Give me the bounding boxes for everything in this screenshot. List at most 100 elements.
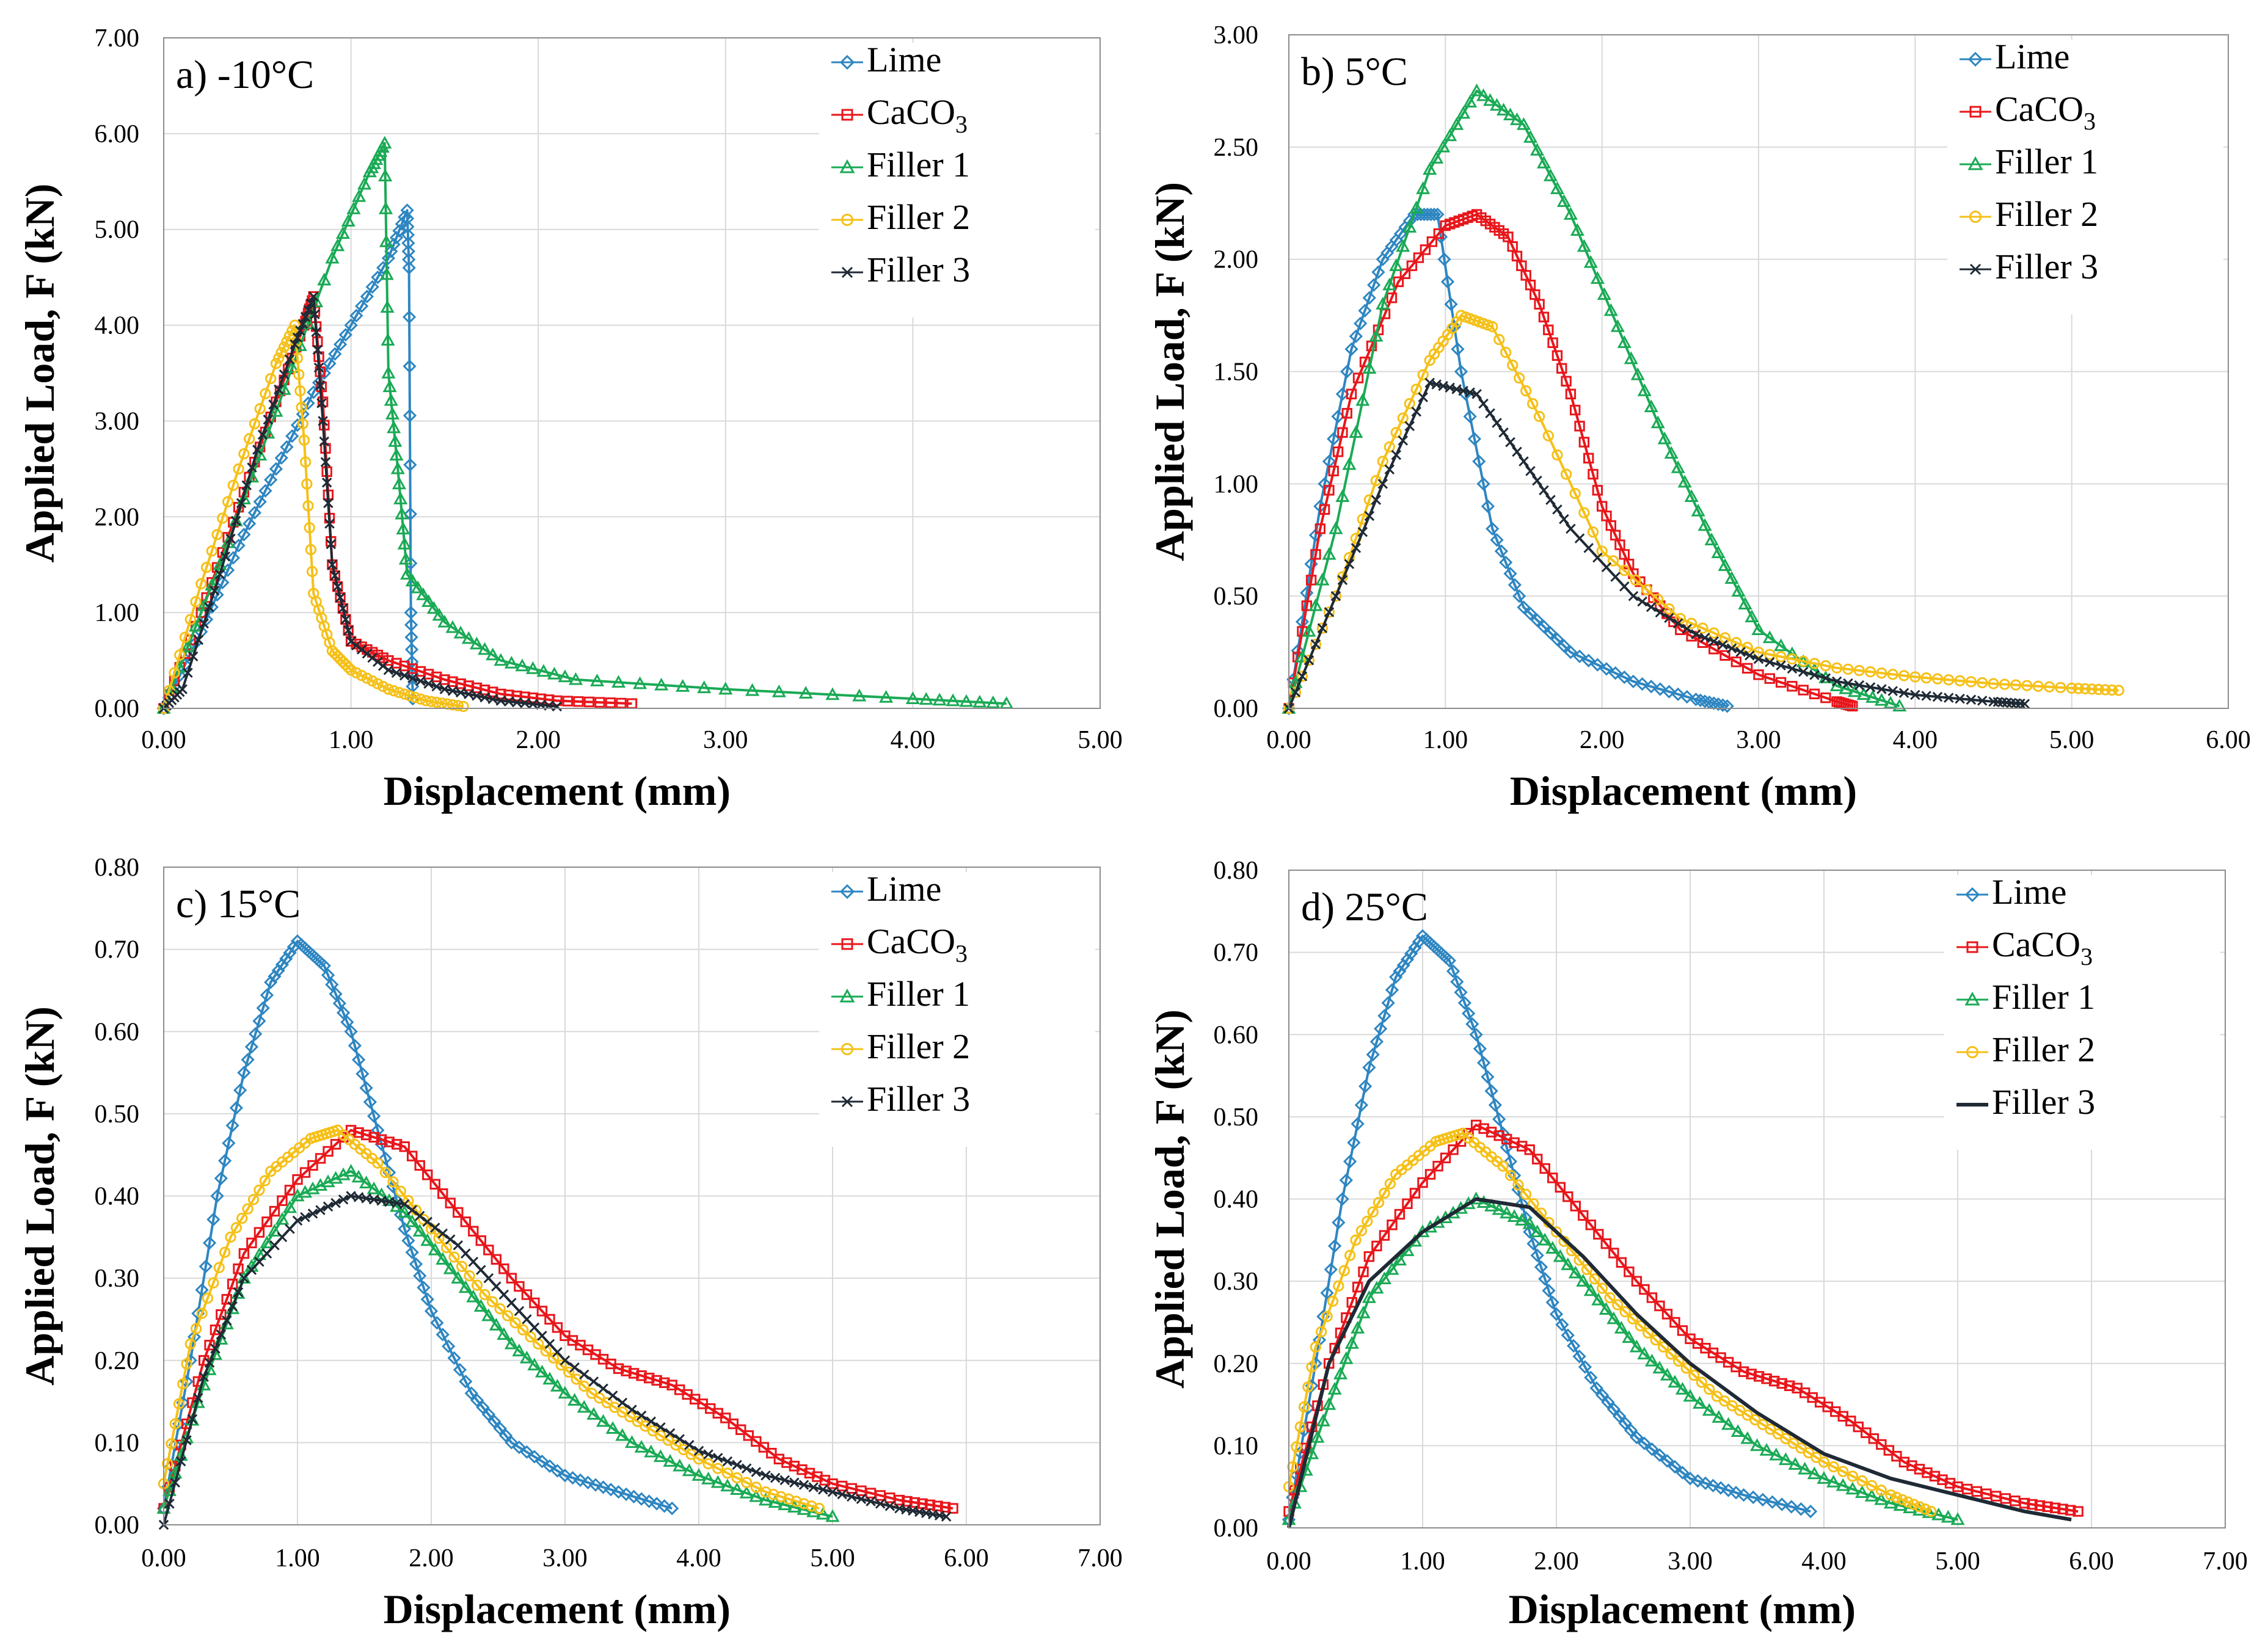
data-point-marker	[798, 1480, 809, 1490]
x-tick-label: 4.00	[1801, 1547, 1847, 1575]
data-point-marker	[307, 1160, 318, 1171]
series-filler-3	[158, 1191, 952, 1530]
data-point-marker	[552, 695, 563, 707]
data-point-marker	[1650, 1334, 1661, 1346]
data-point-marker	[1362, 361, 1377, 374]
data-point-marker	[244, 433, 255, 445]
data-point-marker	[1925, 1505, 1937, 1517]
data-point-marker	[1463, 409, 1477, 424]
data-point-marker	[1337, 427, 1348, 438]
legend-marker	[839, 159, 855, 173]
data-point-marker	[555, 1359, 567, 1371]
data-point-marker	[1538, 311, 1550, 322]
data-point-marker	[249, 1027, 263, 1041]
series-caco3	[158, 1125, 958, 1514]
data-point-marker	[2086, 683, 2098, 695]
data-point-marker	[1645, 1442, 1659, 1456]
data-point-marker	[1371, 265, 1385, 279]
data-point-marker	[727, 1418, 739, 1430]
data-point-marker	[431, 696, 442, 708]
data-point-marker	[1514, 372, 1525, 384]
data-point-marker	[1726, 643, 1737, 654]
data-point-marker	[1635, 1320, 1646, 1332]
data-point-marker	[1708, 627, 1719, 639]
data-point-marker	[421, 594, 436, 607]
data-point-marker	[1646, 601, 1657, 612]
data-point-marker	[399, 670, 410, 681]
data-point-marker	[173, 1398, 185, 1410]
data-point-marker	[1603, 303, 1618, 316]
data-point-marker	[323, 357, 337, 371]
data-point-marker	[1532, 1154, 1543, 1165]
data-point-marker	[393, 686, 405, 699]
legend-item: Lime	[1956, 872, 2066, 912]
data-point-marker	[400, 567, 415, 580]
data-point-marker	[1950, 1512, 1965, 1525]
data-point-marker	[1339, 1351, 1354, 1364]
data-point-marker	[453, 1363, 467, 1377]
data-point-marker	[505, 1436, 519, 1450]
data-point-marker	[1653, 682, 1667, 696]
data-point-marker	[1595, 1388, 1610, 1402]
data-point-marker	[1486, 522, 1500, 536]
data-point-marker	[447, 699, 459, 711]
data-point-marker	[1788, 1457, 1803, 1470]
data-point-marker	[1417, 1177, 1428, 1188]
data-point-marker	[1745, 650, 1755, 661]
data-point-marker	[185, 1412, 200, 1426]
data-point-marker	[479, 1288, 490, 1301]
data-point-marker	[269, 404, 283, 417]
data-point-marker	[348, 1039, 362, 1053]
data-point-marker	[1652, 1448, 1667, 1462]
data-point-marker	[252, 1014, 266, 1028]
series-filler-1	[1282, 1191, 1965, 1525]
data-point-marker	[230, 515, 241, 526]
data-point-marker	[274, 384, 284, 395]
data-point-marker	[365, 280, 379, 294]
data-point-marker	[368, 1132, 379, 1143]
data-point-marker	[277, 1195, 288, 1206]
data-point-marker	[1698, 1476, 1713, 1491]
data-point-marker	[1798, 685, 1809, 696]
y-tick-label: 0.70	[1214, 939, 1259, 967]
data-point-marker	[1943, 692, 1954, 703]
data-point-marker	[751, 1436, 762, 1447]
data-point-marker	[691, 1468, 706, 1481]
data-point-marker	[1570, 404, 1581, 416]
x-axis-title: Displacement (mm)	[1510, 768, 1857, 814]
data-point-marker	[1429, 151, 1444, 164]
data-point-marker	[1317, 623, 1328, 633]
data-point-marker	[285, 429, 299, 443]
data-point-marker	[1746, 1368, 1757, 1379]
data-point-marker	[305, 298, 316, 308]
data-point-marker	[1310, 1341, 1321, 1353]
data-point-marker	[1600, 1238, 1612, 1249]
data-point-marker	[1775, 651, 1787, 663]
data-point-marker	[1643, 1327, 1654, 1339]
plot-frame	[1288, 870, 2226, 1528]
data-point-marker	[428, 1242, 442, 1256]
data-point-marker	[1512, 446, 1522, 457]
data-point-marker	[766, 1447, 777, 1459]
data-point-marker	[191, 1323, 202, 1334]
data-point-marker	[2019, 1497, 2030, 1509]
data-point-marker	[1393, 964, 1407, 978]
data-point-marker	[644, 1444, 658, 1458]
data-point-marker	[395, 1185, 407, 1197]
data-point-marker	[1476, 477, 1490, 491]
data-point-marker	[643, 1372, 655, 1384]
data-point-marker	[1932, 691, 1943, 702]
y-tick-label: 2.00	[95, 503, 140, 531]
data-point-marker	[361, 1193, 371, 1204]
data-point-marker	[511, 697, 522, 708]
data-point-marker	[1630, 367, 1645, 380]
data-point-marker	[837, 1489, 847, 1500]
data-point-marker	[1762, 630, 1777, 644]
data-point-marker	[461, 1248, 471, 1259]
data-point-marker	[404, 618, 418, 632]
data-point-marker	[300, 311, 311, 322]
data-point-marker	[423, 678, 434, 689]
data-point-marker	[1845, 1481, 1860, 1495]
data-point-marker	[445, 620, 460, 633]
data-point-marker	[1553, 1249, 1567, 1262]
